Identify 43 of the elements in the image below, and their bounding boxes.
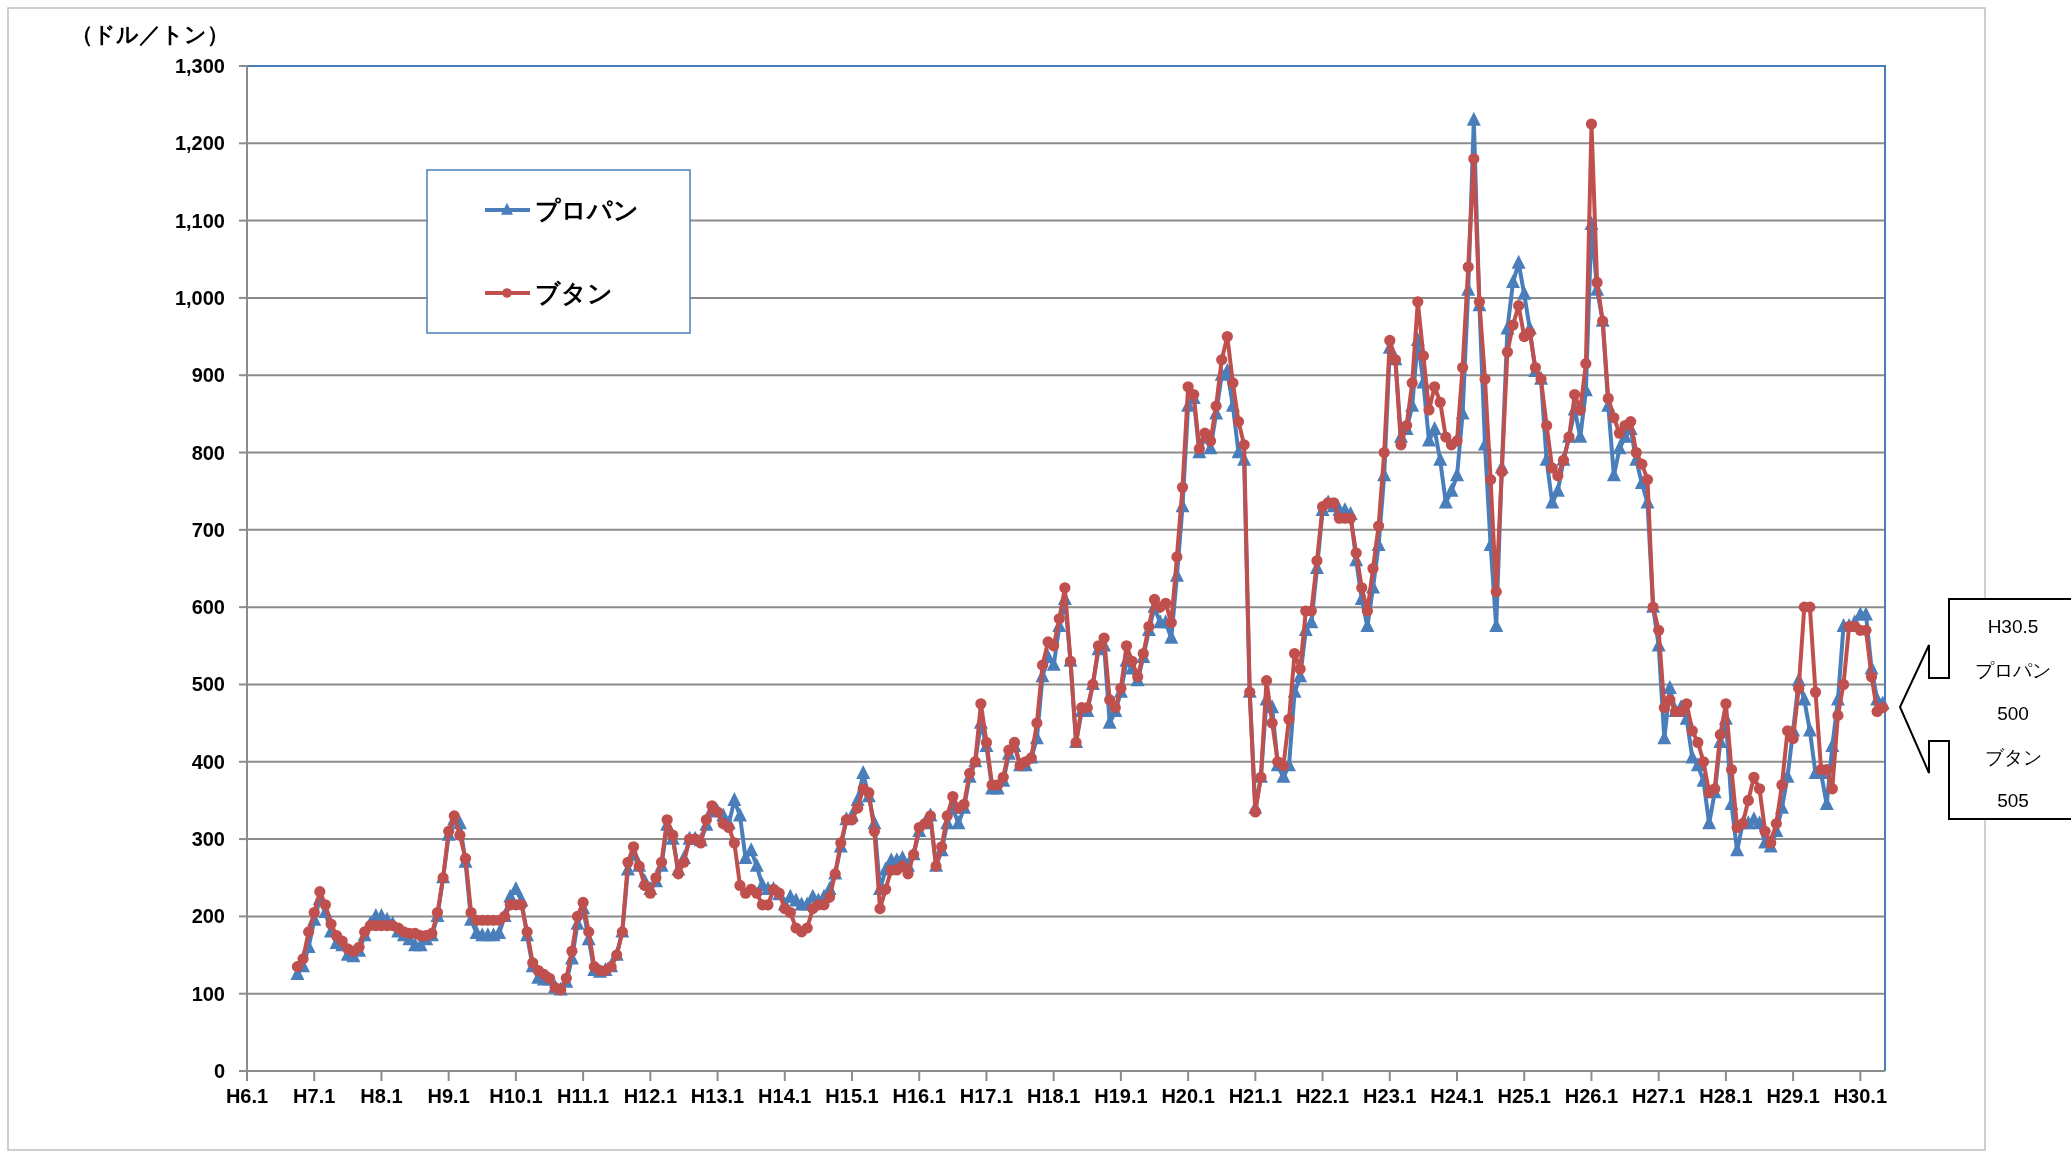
- x-tick-label: H9.1: [427, 1085, 470, 1107]
- x-tick-label: H17.1: [959, 1085, 1014, 1107]
- x-tick-label: H8.1: [360, 1085, 403, 1107]
- y-tick-label: 600: [191, 596, 225, 619]
- y-tick-label: 1,200: [174, 132, 225, 155]
- x-tick-label: H6.1: [225, 1085, 269, 1107]
- x-tick-label: H18.1: [1026, 1085, 1081, 1107]
- x-tick-label: H13.1: [690, 1085, 745, 1107]
- x-tick-label: H26.1: [1564, 1085, 1619, 1107]
- callout: H30.5 プロパン 500 ブタン 505: [1898, 598, 2071, 820]
- y-tick-label: 0: [213, 1060, 225, 1082]
- x-tick-label: H11.1: [556, 1085, 610, 1107]
- legend-label: ブタン: [535, 279, 613, 307]
- legend-label: プロパン: [535, 196, 639, 224]
- x-tick-label: H21.1: [1228, 1085, 1283, 1107]
- x-tick-label: H29.1: [1766, 1085, 1820, 1107]
- y-tick-label: 1,300: [174, 55, 225, 77]
- y-tick-label: 1,000: [174, 286, 225, 309]
- x-tick-label: H19.1: [1094, 1085, 1148, 1107]
- x-tick-label: H28.1: [1699, 1085, 1753, 1107]
- x-tick-label: H20.1: [1161, 1085, 1215, 1107]
- y-tick-label: 200: [191, 905, 225, 928]
- x-tick-label: H22.1: [1295, 1085, 1350, 1107]
- x-tick-label: H23.1: [1363, 1085, 1417, 1107]
- x-tick-label: H16.1: [892, 1085, 946, 1107]
- y-tick-label: 100: [191, 982, 225, 1005]
- y-tick-label: 700: [191, 518, 225, 541]
- x-tick-label: H14.1: [758, 1085, 812, 1107]
- y-tick-label: 1,100: [174, 209, 225, 232]
- x-tick-label: H30.1: [1833, 1085, 1888, 1107]
- y-tick-label: 900: [191, 364, 225, 387]
- x-tick-label: H10.1: [489, 1085, 543, 1107]
- x-tick-label: H25.1: [1497, 1085, 1551, 1107]
- x-tick-label: H12.1: [623, 1085, 678, 1107]
- x-tick-label: H15.1: [825, 1085, 879, 1107]
- y-axis-title: （ドル／トン）: [71, 22, 229, 47]
- y-tick-label: 800: [191, 441, 225, 464]
- y-tick-label: 300: [191, 828, 225, 851]
- y-tick-label: 400: [191, 750, 225, 773]
- x-tick-label: H24.1: [1430, 1085, 1484, 1107]
- x-tick-label: H7.1: [293, 1085, 336, 1107]
- x-tick-label: H27.1: [1632, 1085, 1686, 1107]
- y-tick-label: 500: [191, 673, 225, 696]
